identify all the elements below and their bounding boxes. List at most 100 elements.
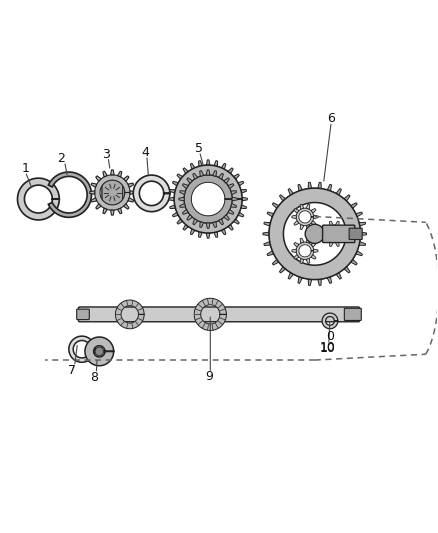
Polygon shape bbox=[173, 212, 178, 217]
Polygon shape bbox=[198, 160, 202, 166]
Polygon shape bbox=[221, 229, 226, 235]
Polygon shape bbox=[267, 212, 274, 217]
Polygon shape bbox=[327, 277, 332, 284]
Polygon shape bbox=[212, 171, 216, 176]
Text: 5: 5 bbox=[194, 142, 202, 156]
Polygon shape bbox=[187, 215, 192, 220]
Polygon shape bbox=[124, 176, 129, 181]
Polygon shape bbox=[214, 160, 218, 166]
Polygon shape bbox=[206, 233, 210, 238]
Polygon shape bbox=[279, 266, 286, 273]
Polygon shape bbox=[340, 238, 346, 242]
Polygon shape bbox=[228, 224, 233, 230]
Polygon shape bbox=[272, 203, 279, 208]
Polygon shape bbox=[193, 173, 198, 179]
Polygon shape bbox=[206, 170, 210, 175]
Polygon shape bbox=[311, 221, 316, 225]
Polygon shape bbox=[183, 209, 188, 214]
Polygon shape bbox=[177, 219, 183, 224]
Polygon shape bbox=[359, 241, 366, 246]
Polygon shape bbox=[272, 260, 279, 265]
Polygon shape bbox=[269, 188, 360, 279]
Text: 9: 9 bbox=[205, 370, 213, 383]
Polygon shape bbox=[179, 197, 184, 201]
Polygon shape bbox=[90, 191, 95, 194]
Polygon shape bbox=[300, 238, 304, 243]
Polygon shape bbox=[351, 260, 357, 265]
Text: 7: 7 bbox=[68, 364, 76, 377]
Polygon shape bbox=[221, 164, 226, 169]
Polygon shape bbox=[267, 251, 274, 256]
Polygon shape bbox=[133, 175, 170, 212]
Polygon shape bbox=[184, 175, 232, 223]
Circle shape bbox=[305, 224, 324, 244]
Polygon shape bbox=[311, 255, 316, 259]
Polygon shape bbox=[343, 232, 347, 236]
Polygon shape bbox=[356, 251, 362, 256]
Polygon shape bbox=[206, 223, 210, 228]
Polygon shape bbox=[18, 178, 59, 220]
Polygon shape bbox=[111, 210, 114, 215]
Polygon shape bbox=[228, 168, 233, 174]
Polygon shape bbox=[241, 205, 247, 208]
Polygon shape bbox=[269, 188, 360, 279]
FancyBboxPatch shape bbox=[77, 309, 89, 320]
Polygon shape bbox=[329, 221, 333, 226]
Polygon shape bbox=[336, 189, 341, 195]
Polygon shape bbox=[200, 222, 204, 228]
Polygon shape bbox=[187, 178, 192, 183]
Polygon shape bbox=[323, 225, 328, 230]
Polygon shape bbox=[183, 168, 188, 174]
Text: 1: 1 bbox=[21, 162, 29, 175]
Polygon shape bbox=[198, 232, 202, 237]
Polygon shape bbox=[306, 238, 310, 243]
Polygon shape bbox=[128, 198, 134, 202]
Polygon shape bbox=[318, 279, 321, 286]
Polygon shape bbox=[91, 198, 97, 202]
Polygon shape bbox=[91, 183, 97, 188]
Polygon shape bbox=[351, 203, 357, 208]
Polygon shape bbox=[194, 298, 226, 330]
Polygon shape bbox=[344, 266, 350, 273]
Polygon shape bbox=[360, 232, 367, 236]
Polygon shape bbox=[292, 249, 296, 253]
FancyBboxPatch shape bbox=[349, 228, 362, 239]
Polygon shape bbox=[308, 279, 312, 286]
Polygon shape bbox=[173, 181, 178, 186]
Polygon shape bbox=[323, 238, 328, 242]
Polygon shape bbox=[242, 197, 247, 201]
Polygon shape bbox=[241, 189, 247, 193]
Polygon shape bbox=[325, 225, 343, 243]
Text: 6: 6 bbox=[327, 112, 335, 125]
Polygon shape bbox=[306, 259, 310, 263]
Polygon shape bbox=[206, 160, 210, 165]
Polygon shape bbox=[231, 191, 237, 195]
Polygon shape bbox=[264, 222, 270, 226]
Polygon shape bbox=[103, 208, 107, 214]
Polygon shape bbox=[356, 212, 362, 217]
Polygon shape bbox=[48, 172, 92, 217]
Polygon shape bbox=[296, 242, 314, 260]
Polygon shape bbox=[193, 219, 198, 225]
Polygon shape bbox=[170, 205, 175, 208]
Polygon shape bbox=[180, 191, 185, 195]
Polygon shape bbox=[96, 176, 101, 181]
Polygon shape bbox=[117, 208, 122, 214]
Polygon shape bbox=[327, 184, 332, 191]
Polygon shape bbox=[294, 243, 299, 247]
Polygon shape bbox=[130, 191, 135, 194]
Polygon shape bbox=[200, 171, 204, 176]
Polygon shape bbox=[311, 208, 316, 213]
Polygon shape bbox=[233, 219, 239, 224]
Polygon shape bbox=[238, 181, 244, 186]
Polygon shape bbox=[228, 184, 234, 189]
Polygon shape bbox=[359, 222, 366, 226]
Polygon shape bbox=[183, 224, 188, 230]
Polygon shape bbox=[174, 165, 242, 233]
Text: 4: 4 bbox=[141, 146, 149, 159]
Text: 10: 10 bbox=[320, 342, 336, 355]
FancyBboxPatch shape bbox=[78, 307, 360, 322]
Polygon shape bbox=[174, 165, 242, 233]
Polygon shape bbox=[308, 182, 312, 189]
Polygon shape bbox=[180, 204, 185, 207]
